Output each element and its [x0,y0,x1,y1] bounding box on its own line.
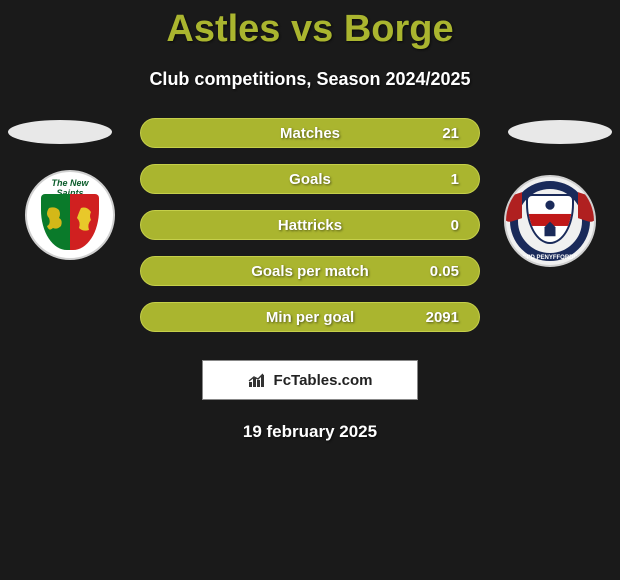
stat-value: 21 [442,125,459,142]
stat-row-goals: Goals 1 [140,164,480,194]
page-subtitle: Club competitions, Season 2024/2025 [0,69,620,90]
stat-label: Goals per match [251,263,369,280]
attribution-box[interactable]: FcTables.com [202,360,418,400]
content-area: The New Saints [0,118,620,338]
stat-row-hattricks: Hattricks 0 [140,210,480,240]
cq-wing-right [578,192,596,224]
cq-shield [526,194,574,246]
cq-badge: CPD PENYFFORDD [504,175,596,267]
stat-value: 0.05 [430,263,459,280]
left-photo-placeholder [8,120,112,144]
tns-shield [41,194,99,250]
stat-label: Min per goal [266,309,354,326]
date-text: 19 february 2025 [0,422,620,442]
cq-ring-text: CPD PENYFFORDD [506,255,594,261]
left-club-crest: The New Saints [20,170,120,260]
tns-text-1: The New [51,178,88,188]
stat-label: Hattricks [278,217,342,234]
stat-label: Matches [280,125,340,142]
page-title: Astles vs Borge [0,0,620,51]
dragon-icon [45,206,65,234]
right-club-crest: CPD PENYFFORDD [500,176,600,266]
stats-list: Matches 21 Goals 1 Hattricks 0 Goals per… [140,118,480,332]
stat-value: 0 [451,217,459,234]
stat-row-matches: Matches 21 [140,118,480,148]
tns-shield-right [70,194,99,250]
lion-icon [75,206,95,234]
tns-badge: The New Saints [25,170,115,260]
stat-value: 1 [451,171,459,188]
attribution-text: FcTables.com [274,372,373,389]
bar-chart-icon [248,372,268,388]
cq-emblem-icon [528,196,572,242]
stat-value: 2091 [426,309,459,326]
stat-row-min-per-goal: Min per goal 2091 [140,302,480,332]
right-photo-placeholder [508,120,612,144]
stat-row-goals-per-match: Goals per match 0.05 [140,256,480,286]
tns-shield-left [41,194,70,250]
cq-shield-body [526,194,574,244]
stat-label: Goals [289,171,331,188]
